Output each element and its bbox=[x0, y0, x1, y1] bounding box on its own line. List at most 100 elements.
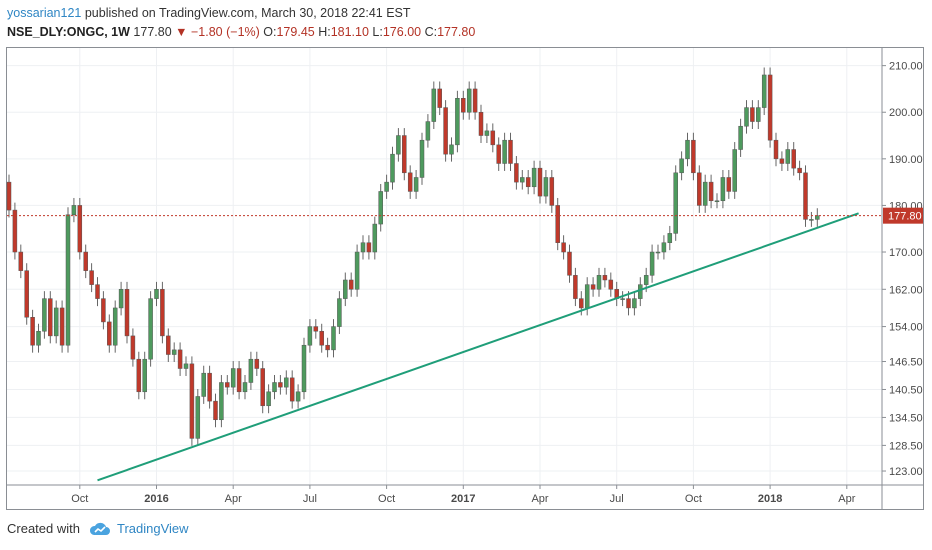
close-value: 177.80 bbox=[437, 25, 476, 39]
last-price-badge bbox=[883, 207, 923, 224]
candle-body bbox=[643, 275, 649, 285]
candle-body bbox=[667, 233, 673, 243]
y-tick-label: 128.50 bbox=[889, 440, 923, 452]
high-value: 181.10 bbox=[330, 25, 369, 39]
candle-body bbox=[443, 107, 448, 155]
footer: Created with TradingView bbox=[7, 521, 189, 536]
candle-body bbox=[602, 275, 608, 281]
publish-line: yossarian121 published on TradingView.co… bbox=[7, 4, 475, 23]
candle-body bbox=[384, 181, 389, 192]
y-tick-label: 210.00 bbox=[889, 61, 923, 73]
candle-body bbox=[425, 121, 431, 141]
candle-body bbox=[708, 181, 714, 202]
candle-body bbox=[124, 289, 130, 337]
close-label: C: bbox=[424, 25, 438, 39]
candle-body bbox=[803, 172, 808, 220]
candle-body bbox=[372, 223, 378, 253]
candle-body bbox=[278, 382, 283, 388]
candle-body bbox=[130, 335, 136, 360]
candle-body bbox=[744, 107, 749, 127]
candle-body bbox=[207, 372, 212, 402]
candle-body bbox=[726, 177, 732, 192]
candle-body bbox=[478, 111, 484, 136]
symbol-label[interactable]: NSE_DLY:ONGC, 1W bbox=[7, 25, 130, 39]
candle-body bbox=[189, 363, 195, 439]
x-tick-label: Apr bbox=[531, 493, 548, 505]
candle-body bbox=[555, 205, 560, 243]
candle-body bbox=[230, 368, 236, 388]
candle-body bbox=[77, 205, 83, 253]
candle-body bbox=[101, 298, 106, 323]
candle-body bbox=[472, 88, 478, 113]
quote-line: NSE_DLY:ONGC, 1W 177.80 ▼ −1.80 (−1%) O:… bbox=[7, 23, 475, 42]
candle-body bbox=[154, 289, 159, 299]
candle-body bbox=[396, 135, 401, 155]
time-axis[interactable]: Oct 2016 Apr Jul Oct 2017 Apr Jul Oct 2018 Apr bbox=[6, 484, 924, 505]
candle-body bbox=[219, 382, 224, 421]
candle-body bbox=[490, 130, 496, 146]
candle-body bbox=[89, 270, 94, 285]
x-tick-label: Oct bbox=[378, 493, 395, 505]
candle-body bbox=[419, 139, 425, 178]
candle-body bbox=[6, 181, 12, 211]
y-tick-label: 123.00 bbox=[889, 466, 923, 478]
candle-body bbox=[431, 88, 437, 122]
y-tick-label: 200.00 bbox=[889, 107, 923, 119]
candle-body bbox=[502, 139, 507, 164]
candle-body bbox=[24, 270, 29, 318]
candle-body bbox=[761, 74, 767, 108]
candle-body bbox=[679, 158, 684, 174]
tradingview-brand-link[interactable]: TradingView bbox=[116, 521, 189, 536]
low-label: L: bbox=[372, 25, 383, 39]
x-tick-label: 2018 bbox=[758, 493, 782, 505]
low-value: 176.00 bbox=[382, 25, 422, 39]
high-label: H: bbox=[318, 25, 331, 39]
candle-body bbox=[331, 326, 336, 351]
candle-body bbox=[732, 149, 737, 192]
x-tick-label: Apr bbox=[838, 493, 855, 505]
candle-body bbox=[295, 391, 301, 402]
candle-body bbox=[354, 251, 360, 290]
candle-body bbox=[437, 88, 442, 108]
x-tick-label: 2017 bbox=[451, 493, 475, 505]
candle-body bbox=[549, 177, 555, 206]
candle-body bbox=[525, 177, 531, 188]
candle-body bbox=[590, 284, 596, 290]
candle-body bbox=[337, 298, 342, 327]
candle-body bbox=[65, 214, 71, 346]
y-tick-label: 134.50 bbox=[889, 412, 923, 424]
candle-body bbox=[508, 139, 513, 164]
y-tick-label: 146.50 bbox=[889, 357, 923, 369]
price-change: −1.80 (−1%) bbox=[191, 25, 260, 39]
candle-body bbox=[307, 326, 313, 346]
candle-body bbox=[148, 298, 153, 360]
chart-overlay bbox=[7, 212, 882, 482]
candle-body bbox=[466, 88, 472, 113]
price-chart[interactable]: 123.00 128.50 134.50 140.50 146.50 154.00 162.… bbox=[6, 47, 924, 510]
candle-body bbox=[779, 158, 785, 164]
candle-body bbox=[248, 358, 254, 383]
candle-body bbox=[413, 177, 419, 192]
x-tick-label: Jul bbox=[303, 493, 317, 505]
candle-body bbox=[638, 284, 643, 299]
candle-body bbox=[791, 149, 796, 169]
candle-body bbox=[142, 358, 147, 393]
candle-body bbox=[573, 275, 578, 299]
y-tick-label: 162.00 bbox=[889, 284, 923, 296]
candle-body bbox=[136, 358, 142, 393]
candle-body bbox=[348, 279, 354, 290]
candle-body bbox=[738, 125, 743, 150]
x-tick-label: Apr bbox=[225, 493, 242, 505]
candle-body bbox=[378, 191, 383, 225]
candle-body bbox=[319, 330, 324, 346]
candle-body bbox=[390, 153, 395, 183]
candle-body bbox=[343, 279, 348, 299]
candle-body bbox=[171, 349, 177, 355]
open-label: O: bbox=[263, 25, 277, 39]
candle-body bbox=[254, 358, 260, 369]
price-axis[interactable]: 123.00 128.50 134.50 140.50 146.50 154.00 162.… bbox=[881, 47, 923, 510]
candle-body bbox=[797, 167, 802, 174]
author-link[interactable]: yossarian121 bbox=[7, 6, 82, 20]
trendline[interactable] bbox=[97, 212, 859, 482]
candle-body bbox=[484, 130, 490, 136]
